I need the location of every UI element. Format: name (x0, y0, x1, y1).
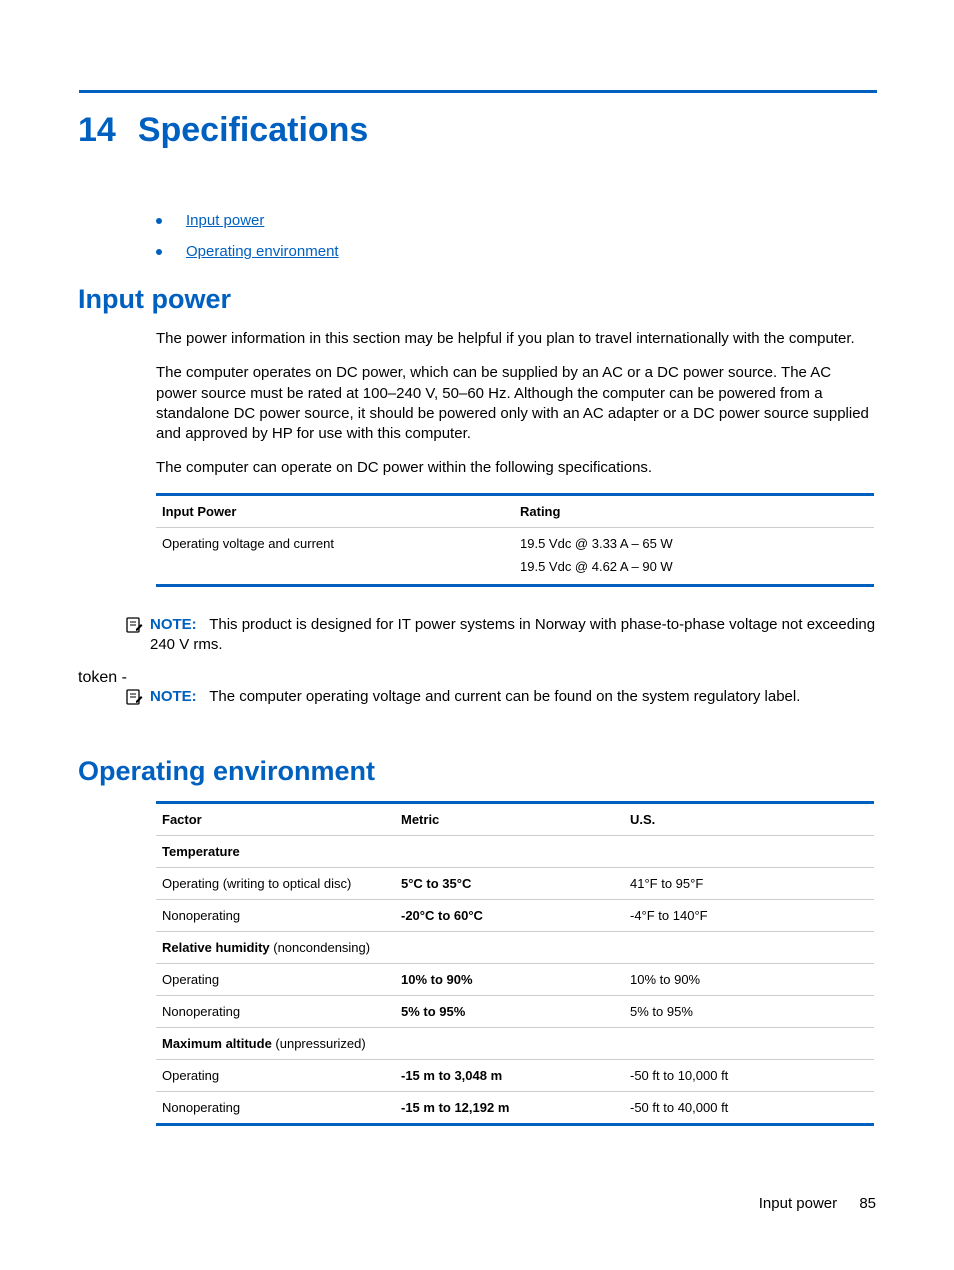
note-block: NOTE: This product is designed for IT po… (124, 615, 876, 656)
toc-link-operating-environment[interactable]: Operating environment (186, 243, 339, 260)
cell: Nonoperating (162, 908, 401, 923)
col-header: Input Power (162, 504, 520, 519)
table-row: Operating10% to 90%10% to 90% (156, 964, 874, 996)
table-header-row: Factor Metric U.S. (156, 804, 874, 836)
table-row: Nonoperating-15 m to 12,192 m-50 ft to 4… (156, 1092, 874, 1126)
mini-toc: Input power Operating environment (156, 212, 876, 260)
note-block: NOTE: The computer operating voltage and… (124, 687, 876, 714)
cell: 10% to 90% (630, 972, 868, 987)
note-icon (124, 688, 144, 714)
cell: -50 ft to 10,000 ft (630, 1068, 868, 1083)
cell: -20°C to 60°C (401, 908, 630, 923)
bullet-icon (156, 218, 162, 224)
input-power-table: Input Power Rating Operating voltage and… (156, 493, 874, 587)
cell: Nonoperating (162, 1100, 401, 1115)
chapter-number: 14 (78, 111, 116, 149)
cell: 19.5 Vdc @ 4.62 A – 90 W (520, 559, 868, 574)
section-heading-input-power: Input power (78, 284, 876, 315)
page-footer: Input power 85 (759, 1195, 876, 1212)
cell: 5% to 95% (401, 1004, 630, 1019)
section-cell: Maximum altitude (unpressurized) (162, 1036, 868, 1051)
note-text: NOTE: This product is designed for IT po… (150, 615, 876, 656)
cell: -50 ft to 40,000 ft (630, 1100, 868, 1115)
paragraph: The power information in this section ma… (156, 329, 876, 349)
paragraph: The computer operates on DC power, which… (156, 363, 876, 444)
note-label: NOTE: (150, 616, 197, 633)
table-row: Nonoperating-20°C to 60°C-4°F to 140°F (156, 900, 874, 932)
paragraph: The computer can operate on DC power wit… (156, 458, 876, 478)
table-row: Nonoperating5% to 95%5% to 95% (156, 996, 874, 1028)
table-row: 19.5 Vdc @ 4.62 A – 90 W (156, 557, 874, 584)
col-header: Metric (401, 812, 630, 827)
table-header-row: Input Power Rating (156, 496, 874, 528)
note-body: The computer operating voltage and curre… (209, 688, 800, 705)
toc-item: Input power (156, 212, 876, 229)
cell: -15 m to 12,192 m (401, 1100, 630, 1115)
table-row: Maximum altitude (unpressurized) (156, 1028, 874, 1060)
cell: 41°F to 95°F (630, 876, 868, 891)
note-body: This product is designed for IT power sy… (150, 616, 875, 653)
cell: Operating voltage and current (162, 536, 520, 551)
cell: Operating (writing to optical disc) (162, 876, 401, 891)
cell: Operating (162, 1068, 401, 1083)
table-row: Operating voltage and current 19.5 Vdc @… (156, 528, 874, 557)
cell: -4°F to 140°F (630, 908, 868, 923)
chapter-title: 14 Specifications (78, 111, 876, 150)
note-label: NOTE: (150, 688, 197, 705)
chapter-rule (79, 90, 877, 93)
toc-link-input-power[interactable]: Input power (186, 212, 264, 229)
table-row: Operating (writing to optical disc)5°C t… (156, 868, 874, 900)
cell: 19.5 Vdc @ 3.33 A – 65 W (520, 536, 868, 551)
section-heading-operating-environment: Operating environment (78, 756, 876, 787)
cell: 10% to 90% (401, 972, 630, 987)
cell: 5% to 95% (630, 1004, 868, 1019)
section-cell: Temperature (162, 844, 868, 859)
footer-section: Input power (759, 1195, 837, 1212)
cell: Operating (162, 972, 401, 987)
cell: 5°C to 35°C (401, 876, 630, 891)
col-header: Factor (162, 812, 401, 827)
section-cell: Relative humidity (noncondensing) (162, 940, 868, 955)
chapter-name: Specifications (138, 111, 369, 149)
table-row: Temperature (156, 836, 874, 868)
toc-item: Operating environment (156, 243, 876, 260)
operating-environment-table: Factor Metric U.S. Temperature Operating … (156, 801, 874, 1126)
table-row: Relative humidity (noncondensing) (156, 932, 874, 964)
bullet-icon (156, 249, 162, 255)
note-icon (124, 616, 144, 656)
col-header: Rating (520, 504, 868, 519)
cell: -15 m to 3,048 m (401, 1068, 630, 1083)
col-header: U.S. (630, 812, 868, 827)
cell: Nonoperating (162, 1004, 401, 1019)
note-text: NOTE: The computer operating voltage and… (150, 687, 876, 714)
table-row: Operating-15 m to 3,048 m-50 ft to 10,00… (156, 1060, 874, 1092)
footer-page-number: 85 (859, 1195, 876, 1212)
